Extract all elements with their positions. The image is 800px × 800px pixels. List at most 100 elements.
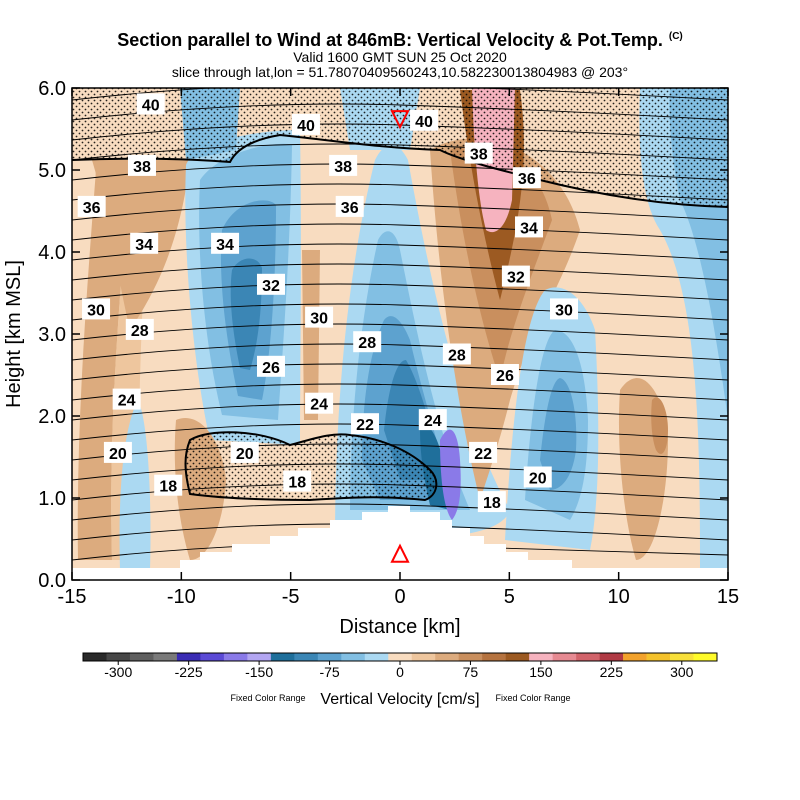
contour-label-box: [112, 388, 141, 410]
colorbar-swatch: [153, 653, 178, 661]
contour-label-box: [136, 93, 165, 115]
contour-label: 36: [335, 195, 364, 217]
contour-label: 20: [103, 441, 132, 463]
contour-label-text: 30: [555, 302, 573, 319]
contour-label: 34: [211, 232, 240, 254]
contour-label: 18: [477, 491, 506, 513]
terrain: [72, 506, 728, 580]
contour-label-text: 18: [483, 495, 501, 512]
colorbar-swatch: [435, 653, 460, 661]
colorbar-swatch: [458, 653, 483, 661]
y-tick-label: 5.0: [38, 160, 66, 182]
contour-label-text: 36: [518, 171, 536, 188]
contour-label: 30: [82, 298, 111, 320]
contour-label-text: 24: [118, 393, 136, 410]
contour-label-text: 26: [496, 368, 514, 385]
contour-label-box: [211, 232, 240, 254]
contour-label-text: 20: [529, 471, 547, 488]
contour-label-text: 40: [142, 97, 160, 114]
contour-label: 24: [112, 388, 141, 410]
contour-label-text: 22: [356, 417, 374, 434]
contour-label-text: 20: [236, 446, 254, 463]
contour-label: 26: [490, 364, 519, 385]
contour-label-box: [477, 491, 506, 513]
contour-label: 26: [256, 355, 285, 377]
contour-label-text: 26: [262, 360, 280, 377]
colorbar-swatch: [505, 653, 530, 661]
contour-label-box: [82, 298, 111, 320]
contour-label-box: [410, 109, 439, 131]
updraft-lower-right-strong: [651, 397, 668, 454]
contour-label: 24: [305, 392, 334, 414]
colorbar-swatch: [552, 653, 577, 661]
contour-label-box: [103, 441, 132, 463]
contour-label-box: [501, 265, 530, 287]
contour-label-box: [291, 113, 320, 135]
contour-label: 30: [305, 306, 334, 328]
contour-label-box: [512, 167, 541, 189]
contour-label-box: [230, 441, 259, 463]
x-tick-label: -10: [167, 586, 196, 608]
colorbar-swatch: [388, 653, 413, 661]
contour-label: 28: [353, 331, 382, 353]
colorbar-swatch: [599, 653, 624, 661]
x-tick-label: -5: [282, 586, 300, 608]
axis-ticks: -15 -10 -5 0 5 10 15 0.0 1.0 2.0 3.0 4.0 5.0 6.0: [38, 78, 739, 608]
chart-title-mark: (C): [668, 31, 683, 42]
contour-label-text: 18: [159, 479, 177, 496]
y-axis-label: Height [km MSL]: [3, 260, 25, 408]
colorbar-tick-label: 225: [600, 664, 624, 680]
colorbar-tick-label: -150: [245, 664, 273, 680]
stipple-lower-outline: [184, 431, 438, 502]
contour-label: 40: [410, 109, 439, 131]
contour-label-text: 20: [109, 446, 127, 463]
contour-label: 34: [515, 216, 544, 238]
colorbar-swatch: [576, 653, 600, 661]
contour-label: 22: [469, 441, 498, 463]
colorbar-title: Vertical Velocity [cm/s]: [320, 691, 479, 708]
colorbar-swatch: [364, 653, 389, 661]
y-tick-label: 4.0: [38, 242, 66, 264]
contour-label: 34: [130, 232, 159, 254]
contour-label-text: 24: [310, 397, 328, 414]
colorbar-tick-label: -300: [104, 664, 132, 680]
contour-label-box: [283, 470, 312, 492]
colorbar-swatch: [176, 653, 201, 661]
contour-label-box: [305, 392, 334, 414]
colorbar-swatch: [341, 653, 366, 661]
contour-label-text: 22: [474, 446, 492, 463]
contour-label-text: 18: [288, 475, 306, 492]
colorbar-swatch: [482, 653, 506, 661]
markers: [390, 110, 410, 563]
contour-label-text: 32: [507, 270, 525, 287]
colorbar: -300 -225 -150 -75 0 75 150 225 300: [82, 652, 718, 680]
colorbar-swatch: [83, 653, 107, 661]
contour-label-text: 28: [448, 348, 466, 365]
colorbar-swatch: [411, 653, 436, 661]
colorbar-swatch: [693, 653, 718, 661]
colorbar-swatch: [129, 653, 154, 661]
contour-label-box: [523, 466, 552, 488]
contour-label: 20: [523, 466, 552, 488]
x-tick-label: -15: [58, 586, 87, 608]
contour-label-box: [418, 409, 447, 431]
colorbar-tick-label: -75: [319, 664, 339, 680]
contour-label-box: [464, 142, 493, 164]
stipple-upper-outline: [72, 133, 728, 208]
colorbar-swatch: [317, 653, 342, 661]
contour-label: 38: [127, 154, 156, 176]
contour-label-box: [353, 331, 382, 353]
y-tick-label: 2.0: [38, 406, 66, 428]
contour-label: 40: [291, 113, 320, 135]
contour-label-box: [329, 154, 358, 176]
contour-label-box: [154, 474, 183, 496]
contour-label: 18: [154, 474, 183, 496]
y-tick-label: 6.0: [38, 78, 66, 100]
contour-label-text: 38: [470, 147, 488, 164]
contour-label-text: 38: [334, 159, 352, 176]
contour-label-text: 30: [87, 302, 105, 319]
contour-label-text: 32: [262, 278, 280, 295]
contour-label-box: [469, 441, 498, 463]
colorbar-swatch: [670, 653, 694, 661]
